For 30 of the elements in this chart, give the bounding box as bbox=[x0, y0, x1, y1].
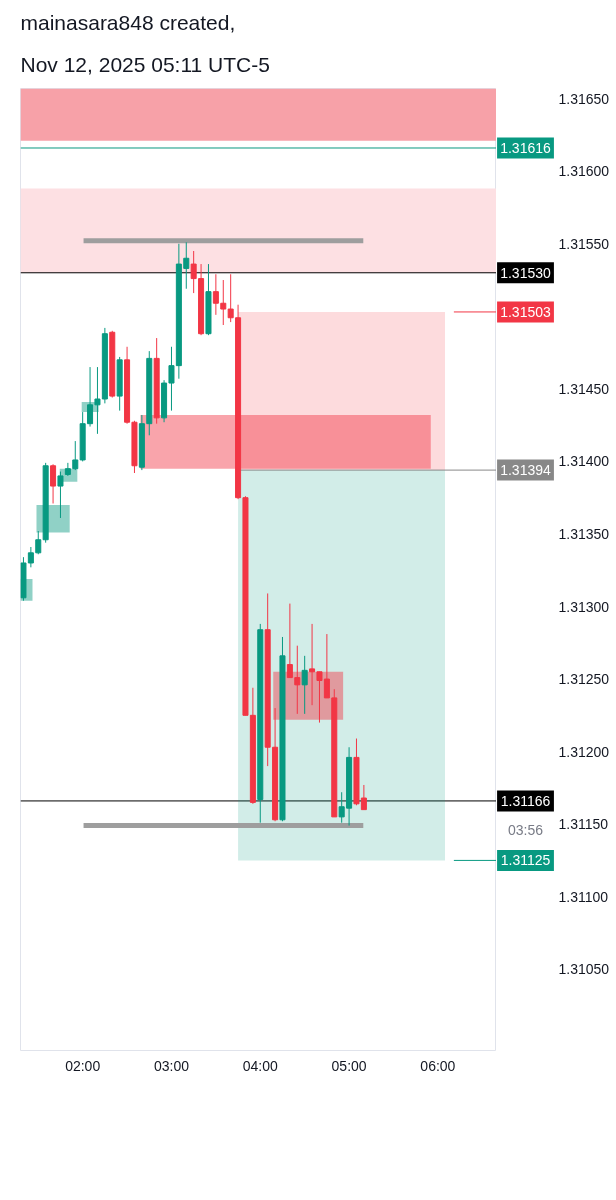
y-tick-label: 1.31650 bbox=[558, 90, 610, 107]
candlestick bbox=[309, 623, 316, 706]
y-tick-label: 1.31450 bbox=[558, 380, 610, 397]
data-label: 1.31503 bbox=[500, 303, 552, 320]
y-tick-label: 1.31200 bbox=[558, 743, 610, 760]
data-label: 1.31394 bbox=[500, 462, 552, 479]
y-tick-label: 1.31100 bbox=[558, 888, 609, 905]
x-tick-label: 02:00 bbox=[65, 1057, 101, 1074]
candlestick bbox=[57, 471, 64, 519]
y-tick-label: 1.31550 bbox=[558, 235, 610, 252]
data-label: 1.31125 bbox=[500, 852, 551, 869]
ref-line-label: 1.31166 bbox=[500, 792, 551, 809]
y-tick-label: 1.31350 bbox=[558, 525, 610, 542]
x-tick-label: 06:00 bbox=[420, 1057, 456, 1074]
y-tick-label: 1.31150 bbox=[558, 816, 609, 833]
y-tick-label: 1.31250 bbox=[558, 671, 610, 688]
x-tick-label: 03:00 bbox=[153, 1057, 190, 1074]
y-tick-label: 1.31050 bbox=[558, 961, 610, 978]
candlestick bbox=[301, 655, 308, 715]
x-tick-label: 05:00 bbox=[331, 1057, 367, 1074]
x-tick-label: 04:00 bbox=[242, 1057, 279, 1074]
chart-subtitle: Nov 12, 2025 05:11 UTC-5 bbox=[20, 52, 270, 76]
y-tick-label: 1.31600 bbox=[558, 163, 610, 180]
y-tick-label: 1.31300 bbox=[558, 598, 610, 615]
text: 03:56 bbox=[507, 821, 544, 838]
y-tick-label: 1.31400 bbox=[558, 453, 610, 470]
chart-title: mainasara848 created, bbox=[20, 11, 236, 34]
candlestick bbox=[50, 463, 57, 504]
ref-line-label: 1.31616 bbox=[500, 139, 552, 156]
ref-line-label: 1.31530 bbox=[500, 264, 552, 281]
